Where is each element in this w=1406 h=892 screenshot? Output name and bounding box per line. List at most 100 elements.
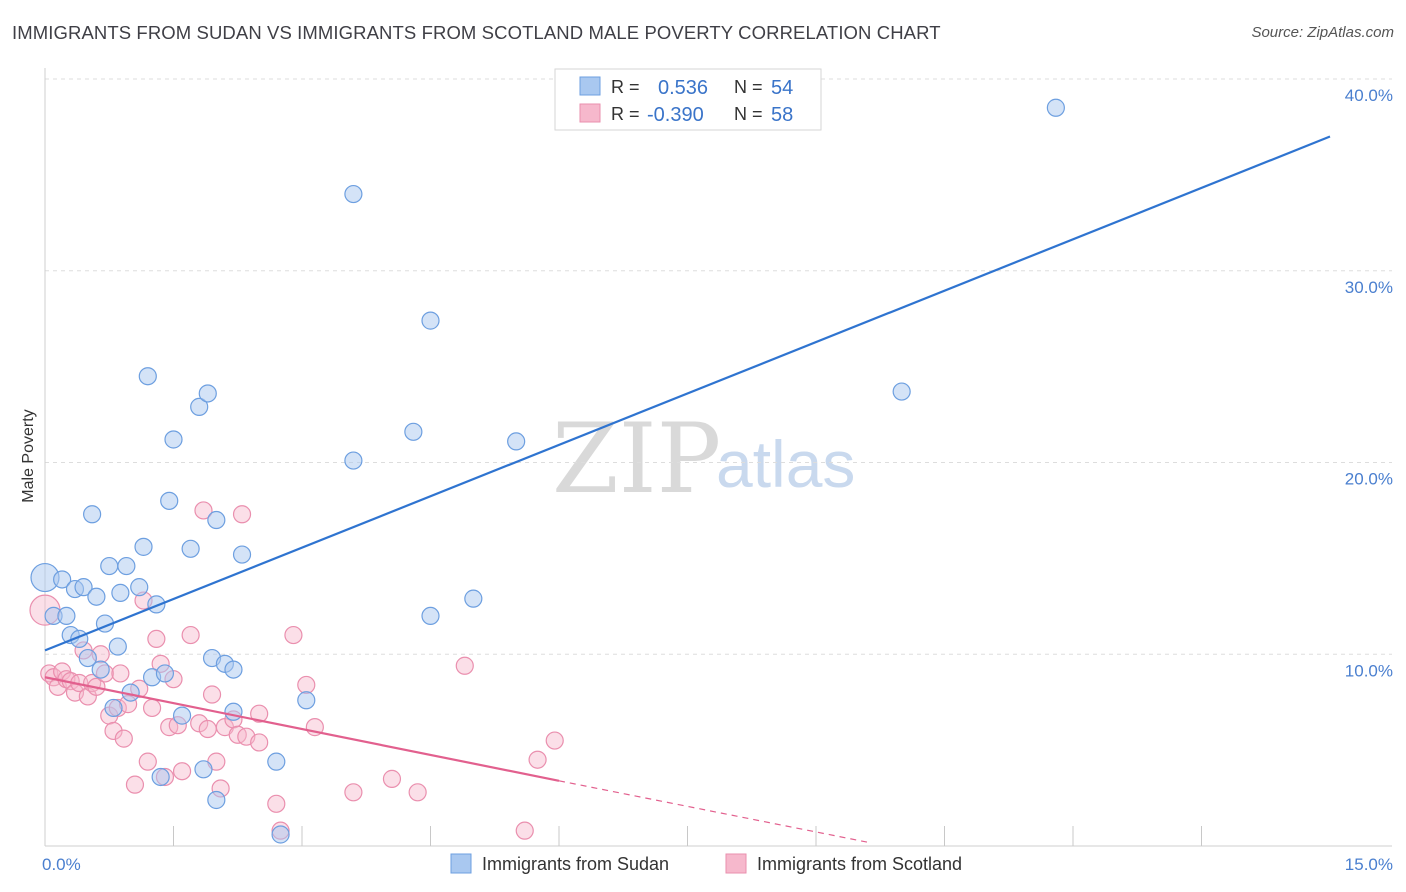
sudan-point	[164, 430, 183, 449]
sudan-point	[53, 570, 72, 589]
scotland-point	[138, 752, 157, 771]
scotland-point	[104, 721, 123, 741]
watermark-atlas: atlas	[716, 427, 855, 501]
sudan-point	[404, 422, 423, 441]
scotland-point	[455, 656, 474, 675]
source-credit: Source: ZipAtlas.com	[1251, 24, 1394, 41]
sudan-n-value: 54	[771, 77, 793, 99]
sudan-r-label: R =	[611, 77, 640, 97]
legend-scotland-swatch	[725, 853, 747, 874]
watermark-zip: ZIP	[552, 403, 721, 515]
stats-box: R = 0.536 N = 54 R = -0.390 N = 58	[554, 68, 822, 131]
sudan-n-label: N =	[734, 77, 763, 97]
scotland-swatch	[579, 103, 601, 123]
scotland-point	[545, 731, 564, 750]
scotland-point	[147, 629, 166, 649]
sudan-point	[87, 587, 106, 606]
tick-labels: 10.0% 20.0% 30.0% 40.0% 0.0% 15.0%	[42, 86, 1393, 874]
chart-title: IMMIGRANTS FROM SUDAN VS IMMIGRANTS FROM…	[12, 22, 941, 43]
scotland-point	[267, 794, 286, 813]
scotland-point	[528, 750, 547, 769]
sudan-point	[130, 578, 149, 597]
scotland-point	[172, 762, 192, 781]
sudan-point	[271, 825, 290, 844]
sudan-point	[155, 664, 175, 683]
scotland-r-label: R =	[611, 104, 640, 124]
trend-lines	[44, 135, 1331, 843]
sudan-points	[30, 98, 1065, 844]
scotland-point	[114, 729, 133, 748]
sudan-point	[344, 184, 363, 204]
sudan-point	[172, 706, 192, 725]
scotland-n-value: 58	[771, 104, 793, 126]
sudan-point	[267, 752, 286, 771]
scotland-point	[202, 685, 222, 704]
sudan-point	[74, 578, 93, 597]
y-tick-label-1: 20.0%	[1345, 470, 1393, 489]
sudan-point	[100, 556, 119, 576]
sudan-point	[104, 698, 123, 718]
legend: Immigrants from Sudan Immigrants from Sc…	[450, 853, 962, 874]
scotland-point	[344, 783, 363, 802]
legend-scotland-label: Immigrants from Scotland	[757, 854, 962, 874]
sudan-point	[421, 311, 440, 330]
sudan-point	[151, 767, 170, 787]
scotland-n-label: N =	[734, 104, 763, 124]
sudan-point	[224, 660, 243, 679]
scotland-point	[111, 664, 130, 683]
sudan-point	[464, 589, 483, 608]
scotland-point	[250, 733, 269, 752]
axes	[44, 68, 1392, 847]
sudan-point	[181, 539, 200, 558]
sudan-point	[190, 397, 209, 416]
scotland-point	[232, 505, 252, 524]
sudan-point	[57, 606, 76, 626]
y-tick-label-2: 30.0%	[1345, 278, 1393, 297]
scotland-points	[29, 501, 564, 840]
scotland-point	[515, 821, 534, 840]
sudan-point	[138, 367, 157, 386]
sudan-swatch	[579, 76, 601, 96]
legend-sudan-swatch	[450, 853, 472, 874]
scotland-trend-extension	[558, 780, 868, 843]
scotland-point	[194, 501, 213, 520]
sudan-point	[224, 702, 243, 721]
sudan-point	[108, 637, 127, 656]
sudan-point	[160, 491, 179, 510]
sudan-point	[78, 648, 97, 668]
sudan-point	[117, 556, 136, 576]
sudan-point	[207, 510, 226, 530]
scotland-trend-line	[44, 676, 560, 782]
scotland-point	[382, 769, 402, 788]
x-tick-label-0: 0.0%	[42, 855, 81, 874]
y-tick-label-3: 40.0%	[1345, 86, 1393, 105]
gridlines	[45, 78, 1392, 655]
sudan-point	[421, 606, 440, 626]
y-axis-label: Male Poverty	[20, 409, 37, 502]
sudan-point	[134, 537, 153, 556]
sudan-point	[198, 384, 217, 403]
scotland-point	[125, 775, 145, 794]
sudan-point	[297, 691, 316, 710]
sudan-point	[232, 545, 252, 564]
sudan-point	[83, 505, 102, 524]
sudan-point	[111, 583, 130, 602]
scotland-point	[284, 625, 303, 645]
legend-sudan-label: Immigrants from Sudan	[482, 854, 669, 874]
sudan-point	[91, 660, 110, 679]
scotland-r-value: -0.390	[647, 104, 704, 126]
sudan-point	[507, 432, 526, 451]
scotland-point	[142, 698, 162, 718]
sudan-trend-line	[44, 135, 1331, 652]
x-tick-label-1: 15.0%	[1345, 855, 1393, 874]
sudan-point	[207, 790, 226, 810]
scotland-point	[198, 719, 217, 739]
sudan-point	[1046, 98, 1065, 117]
sudan-point	[194, 760, 213, 779]
y-tick-label-0: 10.0%	[1345, 661, 1393, 680]
sudan-point	[892, 382, 911, 401]
scotland-point	[250, 704, 269, 723]
sudan-point	[344, 451, 363, 470]
scotland-point	[181, 625, 200, 645]
